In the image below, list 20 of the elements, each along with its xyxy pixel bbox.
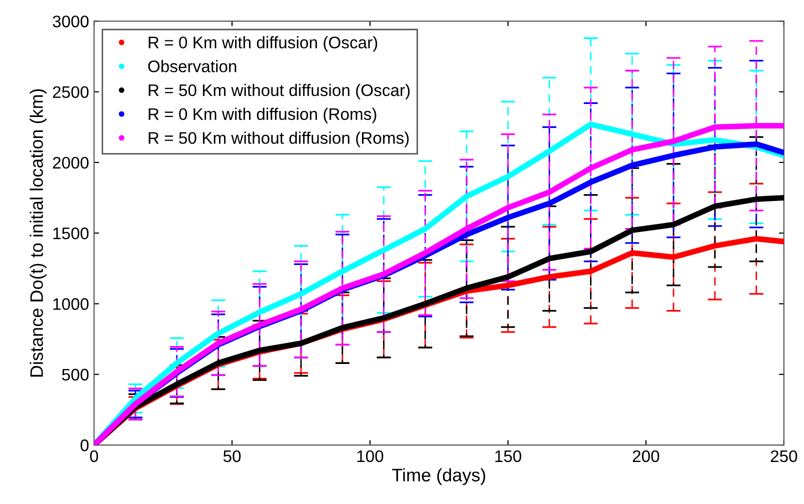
y-tick-label: 2000 bbox=[52, 156, 89, 169]
y-axis-title: Distance Do(t) to initial location (km) bbox=[30, 89, 47, 377]
x-tick-label: 50 bbox=[223, 450, 241, 462]
y-tick-label: 500 bbox=[62, 368, 89, 381]
x-axis-title: Time (days) bbox=[392, 468, 486, 486]
x-tick-label: 250 bbox=[770, 450, 798, 462]
legend-label: R = 0 Km with diffusion (Roms) bbox=[148, 108, 376, 124]
x-tick-label: 200 bbox=[632, 450, 660, 462]
y-tick-label: 2500 bbox=[52, 86, 89, 98]
legend-label: R = 50 Km without diffusion (Oscar) bbox=[148, 84, 410, 100]
y-tick-label: 1500 bbox=[53, 228, 89, 240]
y-tick-label: 3000 bbox=[52, 16, 89, 28]
legend-label: R = 0 Km with diffusion (Oscar) bbox=[148, 36, 378, 52]
legend-label: R = 50 Km without diffusion (Roms) bbox=[148, 132, 409, 148]
x-tick-label: 100 bbox=[357, 450, 384, 462]
y-tick-label: 0 bbox=[80, 439, 89, 452]
y-tick-label: 1000 bbox=[53, 298, 89, 310]
x-tick-label: 0 bbox=[90, 450, 98, 462]
legend-label: Observation bbox=[148, 60, 236, 72]
x-tick-label: 150 bbox=[495, 450, 522, 462]
